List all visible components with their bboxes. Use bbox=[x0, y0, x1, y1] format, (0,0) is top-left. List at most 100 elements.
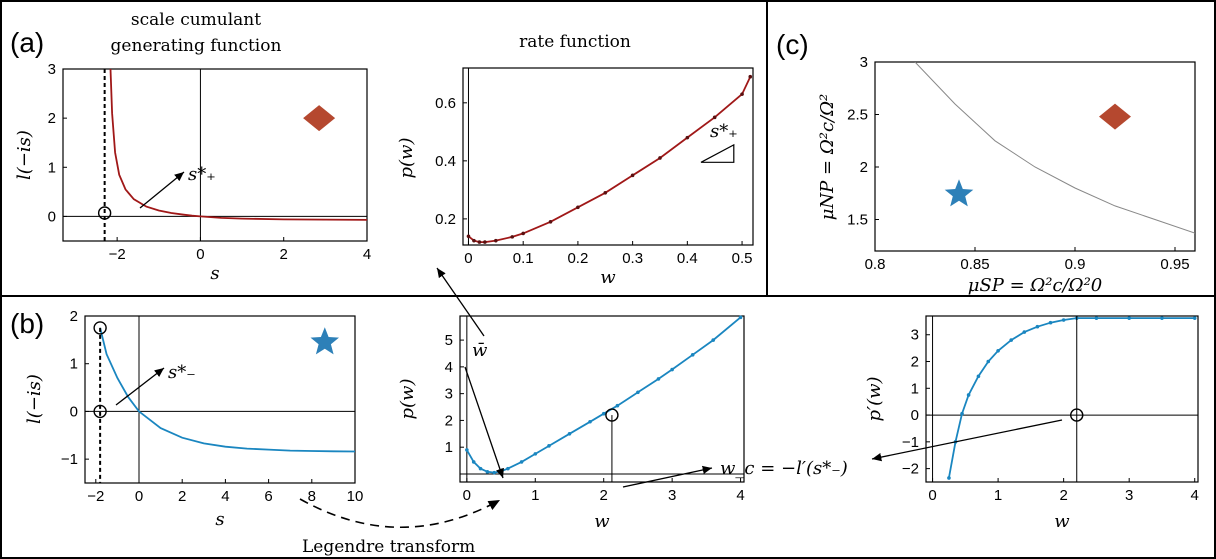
b_mid-ytick-label: 5 bbox=[445, 332, 453, 349]
a_left-ytick-label: 3 bbox=[48, 61, 56, 78]
b_left-plot-frame bbox=[84, 315, 356, 484]
c-star-marker bbox=[944, 179, 974, 207]
a_right-data-point bbox=[576, 205, 580, 210]
b_mid-data-point bbox=[601, 411, 606, 416]
b_mid-data-point bbox=[519, 460, 524, 464]
b_mid-xtick-label: 3 bbox=[668, 487, 676, 504]
b_right-ytick-label: 3 bbox=[911, 327, 919, 344]
a_right-xtick-label: 0.5 bbox=[732, 250, 753, 267]
c-xtick-label: 0.9 bbox=[1065, 256, 1086, 273]
a_right-data-point bbox=[658, 156, 662, 160]
chart-phase-c: 0.8 0.85 0.9 0.95 1.5 2 2.5 3 μSP = Ω²c/Ω²0 μNP =… bbox=[817, 54, 1196, 296]
b_left-xtick-label: 10 bbox=[347, 488, 364, 505]
a_left-plot-frame bbox=[62, 68, 368, 242]
a_right-xtick-label: 0.2 bbox=[567, 250, 588, 267]
b_mid-plot-frame bbox=[459, 315, 745, 483]
b_mid-ylabel: p(w) bbox=[397, 379, 418, 420]
a_right-data-point bbox=[510, 235, 515, 239]
b_right-data-point bbox=[1094, 316, 1099, 320]
b_right-data-point bbox=[1127, 316, 1131, 320]
b_right-data-point bbox=[1022, 330, 1027, 334]
a_left-xtick-label: 0 bbox=[196, 246, 204, 263]
b_right-data-point bbox=[960, 411, 964, 416]
a_left-diamond-marker bbox=[303, 105, 336, 132]
c-xtick-label: 0.85 bbox=[960, 256, 989, 273]
b_right-xlabel: w bbox=[1054, 511, 1070, 532]
annotation-s-plus: s*₊ bbox=[139, 164, 216, 209]
b_mid-data-point bbox=[485, 470, 490, 474]
a_right-data-point bbox=[521, 231, 525, 236]
b_mid-data-point bbox=[567, 432, 572, 436]
a_right-series-line bbox=[467, 76, 752, 244]
a_left-xtick-label: −2 bbox=[109, 246, 126, 263]
c-ytick-label: 3 bbox=[860, 54, 868, 71]
b_left-circle-marker bbox=[93, 321, 107, 335]
b_left-circle-marker bbox=[93, 404, 107, 419]
a_right-xtick-label: 0.3 bbox=[622, 250, 643, 267]
b_right-ytick-label: 2 bbox=[911, 354, 919, 371]
b_right-xtick-label: 4 bbox=[1191, 487, 1199, 504]
annotation-s-minus: s*₋ bbox=[115, 362, 196, 406]
a_left-ylabel: l(−is) bbox=[14, 130, 35, 180]
a_left-xlabel: s bbox=[210, 263, 219, 284]
b_mid-ytick-label: 2 bbox=[445, 412, 453, 429]
b_right-data-point bbox=[996, 349, 1000, 353]
b_mid-xtick-label: 4 bbox=[736, 487, 744, 504]
a_right-ytick-label: 0.2 bbox=[435, 211, 456, 228]
c-diamond-marker bbox=[1099, 103, 1131, 130]
b_right-data-point bbox=[1192, 316, 1197, 320]
a_right-plot-frame bbox=[462, 67, 754, 246]
b_mid-data-point bbox=[533, 452, 538, 456]
a_right-data-point bbox=[548, 219, 553, 224]
a_left-ytick-label: 2 bbox=[48, 110, 56, 127]
b_right-data-point bbox=[1009, 338, 1014, 342]
a_right-data-point bbox=[466, 234, 471, 239]
b_right-plot-frame bbox=[925, 315, 1199, 483]
c-series-line bbox=[914, 62, 1195, 234]
panel-a-title-line2: generating function bbox=[111, 36, 282, 56]
b_mid-xlabel: w bbox=[594, 511, 610, 532]
b_left-series-line bbox=[99, 327, 355, 453]
b_left-ytick-label: 0 bbox=[70, 403, 78, 420]
a_right-data-point bbox=[494, 238, 498, 243]
b_mid-ytick-label: 3 bbox=[445, 386, 453, 403]
c-xtick-label: 0.8 bbox=[865, 256, 886, 273]
a_right-data-point bbox=[603, 190, 608, 195]
a_right-xtick-label: 0.4 bbox=[677, 250, 698, 267]
a_left-series-line bbox=[109, 69, 367, 221]
a_right-xlabel: w bbox=[600, 267, 616, 288]
b_right-ytick-label: 0 bbox=[911, 407, 919, 424]
a_left-xtick-label: 4 bbox=[363, 246, 371, 263]
b_mid-xtick-label: 2 bbox=[600, 487, 608, 504]
b_left-xtick-label: 8 bbox=[308, 488, 316, 505]
a_left-xtick-label: 2 bbox=[280, 246, 288, 263]
a_right-xtick-label: 0 bbox=[464, 250, 472, 267]
b_mid-data-point bbox=[690, 353, 695, 357]
b_right-xtick-label: 3 bbox=[1125, 487, 1133, 504]
c-ylabel: μNP = Ω²c/Ω² bbox=[817, 94, 838, 221]
b_right-xtick-label: 2 bbox=[1059, 487, 1067, 504]
a_right-data-point bbox=[685, 135, 690, 140]
annotation-s-plus-slope: s*₊ bbox=[710, 121, 738, 142]
b_mid-data-point bbox=[465, 448, 469, 452]
a_left-ytick-label: 0 bbox=[48, 208, 56, 225]
b_mid-xtick-label: 1 bbox=[531, 487, 539, 504]
c-xlabel: μSP = Ω²c/Ω²0 bbox=[968, 275, 1103, 296]
b_right-ytick-label: −1 bbox=[902, 434, 919, 451]
b_right-ylabel: p′(w) bbox=[864, 376, 885, 421]
b_left-ytick-label: 2 bbox=[70, 308, 78, 325]
b_right-data-point bbox=[986, 359, 991, 364]
b_mid-series-line bbox=[466, 316, 742, 474]
b_mid-data-point bbox=[547, 444, 551, 448]
b_mid-data-point bbox=[506, 466, 510, 471]
chart-rate-a: 0 0.1 0.2 0.3 0.4 0.5 0.2 0.4 0.6 w p(w) bbox=[396, 67, 754, 288]
b_right-xtick-label: 1 bbox=[994, 487, 1002, 504]
a_left-ytick-label: 1 bbox=[48, 159, 56, 176]
b_right-data-point bbox=[1035, 324, 1040, 329]
annotation-wbar: w̄ bbox=[436, 267, 504, 479]
b_left-ytick-label: −1 bbox=[61, 451, 78, 468]
b_mid-ytick-label: 4 bbox=[445, 359, 453, 376]
a_right-ytick-label: 0.6 bbox=[435, 95, 456, 112]
b_left-xlabel: s bbox=[215, 509, 224, 530]
legendre-label: Legendre transform bbox=[302, 537, 475, 557]
